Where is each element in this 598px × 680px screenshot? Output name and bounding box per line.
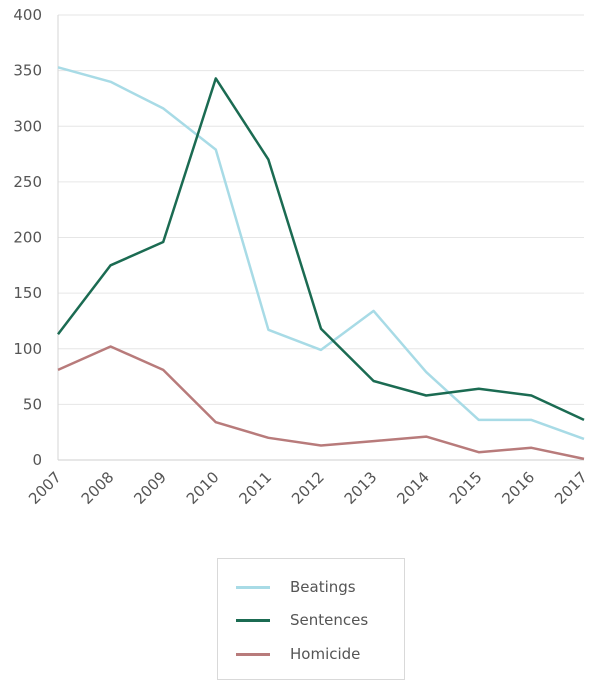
x-tick-label: 2011 [235, 468, 275, 508]
x-tick-label: 2007 [25, 468, 65, 508]
line-chart: 0 50 100 150 200 250 300 350 400 2007 2008 2009 201… [13, 6, 591, 508]
x-tick-label: 2009 [130, 468, 170, 508]
x-tick-label: 2012 [288, 468, 328, 508]
y-tick-label: 300 [13, 117, 42, 135]
legend-item-sentences[interactable]: Sentences [236, 610, 368, 630]
grid-lines [57, 14, 584, 461]
y-tick-label: 250 [13, 173, 42, 191]
legend-label-beatings: Beatings [290, 578, 356, 596]
x-tick-label: 2010 [183, 468, 223, 508]
series-line-beatings[interactable] [57, 66, 585, 441]
x-tick-label: 2016 [498, 468, 538, 508]
legend-swatch-sentences [236, 618, 270, 622]
legend-swatch-homicide [236, 652, 270, 656]
y-tick-label: 400 [13, 6, 42, 24]
y-tick-label: 0 [32, 451, 42, 469]
legend-label-homicide: Homicide [290, 645, 361, 663]
series-line-homicide[interactable] [57, 345, 585, 461]
legend-item-beatings[interactable]: Beatings [236, 577, 356, 597]
x-tick-label: 2008 [78, 468, 118, 508]
x-tick-label: 2013 [341, 468, 381, 508]
x-axis: 2007 2008 2009 2010 2011 2012 2013 2014 2015 2016… [25, 468, 591, 508]
series-line-sentences[interactable] [57, 77, 585, 422]
legend-label-sentences: Sentences [290, 611, 369, 629]
y-tick-label: 200 [13, 229, 42, 247]
x-tick-label: 2015 [446, 468, 486, 508]
y-axis: 0 50 100 150 200 250 300 350 400 [13, 6, 42, 469]
x-tick-label: 2014 [393, 468, 433, 508]
y-tick-label: 100 [13, 340, 42, 358]
series-lines [57, 66, 585, 461]
legend-item-homicide[interactable]: Homicide [236, 644, 360, 664]
y-tick-label: 50 [23, 395, 42, 413]
y-tick-label: 350 [13, 62, 42, 80]
x-tick-label: 2017 [551, 468, 591, 508]
legend: Beatings Sentences Homicide [217, 558, 405, 680]
y-tick-label: 150 [13, 284, 42, 302]
legend-swatch-beatings [236, 585, 270, 589]
